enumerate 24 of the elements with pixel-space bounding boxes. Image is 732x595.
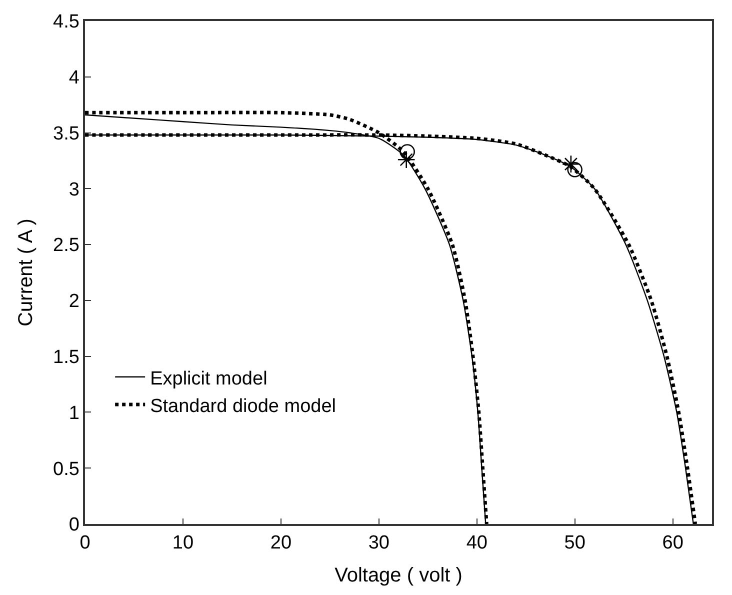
y-tick-label: 3: [68, 179, 80, 200]
x-tick-label: 40: [466, 532, 488, 554]
y-tick-label: 4: [68, 68, 80, 89]
x-axis-title: Voltage ( volt ): [334, 564, 462, 587]
x-tick-label: 50: [564, 532, 586, 554]
point: [562, 155, 580, 174]
y-tick-label: 0.5: [53, 458, 80, 480]
x-tick-label: 60: [662, 532, 684, 554]
y-tick-label: 2.5: [53, 235, 80, 256]
y-tick-label: 1.5: [53, 346, 80, 368]
legend-label: Standard diode model: [150, 396, 336, 417]
x-tick-label: 30: [368, 532, 390, 554]
legend-label: Explicit model: [150, 368, 268, 390]
y-tick-label: 2: [68, 291, 80, 312]
point: [567, 162, 582, 178]
x-tick-label: 20: [270, 532, 292, 554]
y-tick-label: 4.5: [53, 12, 80, 33]
point: [400, 144, 415, 160]
y-axis-title: Current ( A ): [15, 218, 38, 326]
y-tick-label: 0: [68, 514, 80, 536]
x-tick-label: 10: [172, 532, 194, 554]
y-tick-label: 3.5: [53, 123, 80, 144]
y-tick-label: 1: [68, 402, 80, 424]
point: [397, 150, 416, 169]
